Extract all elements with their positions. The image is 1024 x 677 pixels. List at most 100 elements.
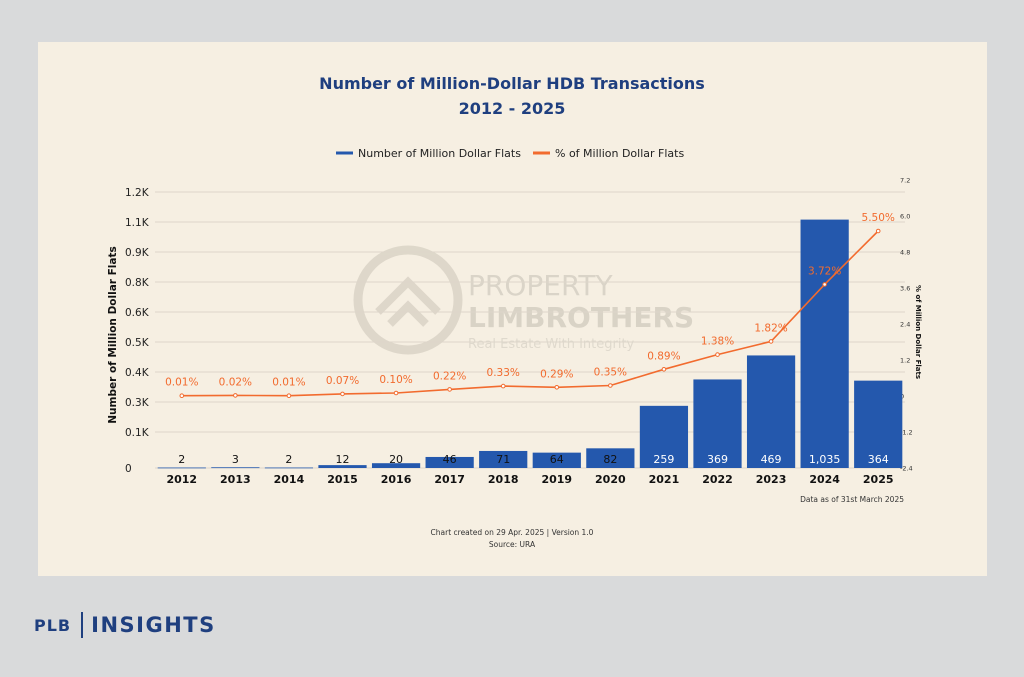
- brand-plb: PLB: [34, 615, 72, 635]
- line-point: [233, 393, 238, 398]
- bar-label: 20: [389, 453, 403, 466]
- y2-tick-label: 7.2: [900, 177, 910, 185]
- bar-label: 12: [336, 453, 350, 466]
- bar-label: 46: [443, 453, 457, 466]
- y-tick-label: 0.9K: [125, 247, 150, 259]
- watermark: PROPERTY LIMBROTHERS Real Estate With In…: [353, 245, 694, 355]
- chart: PROPERTY LIMBROTHERS Real Estate With In…: [107, 74, 922, 549]
- x-tick-label: 2021: [649, 473, 680, 486]
- bar: [211, 467, 260, 469]
- bar: [639, 405, 689, 468]
- bar: [693, 379, 742, 468]
- legend-label-line: % of Million Dollar Flats: [555, 147, 684, 160]
- x-tick-label: 2018: [488, 473, 519, 486]
- x-tick-label: 2023: [756, 473, 787, 486]
- watermark-line2: LIMBROTHERS: [468, 301, 694, 334]
- y2-tick-label: 4.8: [900, 249, 910, 257]
- y-axis-ticks: 0 0.1K 0.3K 0.4K 0.5K 0.6K 0.8K 0.9K 1.1K 1.2K: [125, 187, 150, 475]
- x-tick-label: 2024: [809, 473, 840, 486]
- x-tick-label: 2013: [220, 473, 251, 486]
- brand-logo: PLB INSIGHTS: [34, 612, 216, 638]
- bar-label: 2: [178, 453, 185, 466]
- bar: [157, 467, 206, 469]
- percent-label: 1.38%: [701, 336, 734, 348]
- line-point: [554, 385, 560, 390]
- y-tick-label: 0.6K: [125, 307, 150, 319]
- y-axis-title: Number of Million Dollar Flats: [107, 246, 119, 423]
- line-point: [500, 383, 506, 389]
- watermark-line1: PROPERTY: [468, 269, 613, 302]
- bar: [264, 467, 314, 469]
- percent-label: 0.33%: [487, 367, 520, 379]
- x-tick-label: 2012: [166, 473, 197, 486]
- line-point: [393, 390, 399, 396]
- y-tick-label: 0.4K: [125, 367, 150, 379]
- x-tick-label: 2014: [274, 473, 305, 486]
- source-note: Source: URA: [489, 540, 536, 549]
- bar-label: 82: [603, 453, 617, 466]
- bar: [318, 465, 367, 468]
- line-point: [286, 393, 292, 399]
- percent-label: 0.29%: [540, 368, 573, 380]
- bar-label: 369: [707, 453, 728, 466]
- y-tick-label: 1.1K: [125, 217, 150, 229]
- chart-title: Number of Million-Dollar HDB Transaction…: [319, 74, 705, 93]
- bar-series: [157, 219, 903, 469]
- percent-label: 0.01%: [272, 377, 305, 389]
- y-tick-label: 0.8K: [125, 277, 150, 289]
- y2-tick-label: -2.4: [900, 465, 913, 473]
- line-point: [768, 339, 774, 344]
- bar-label: 64: [550, 453, 564, 466]
- bar-label: 364: [868, 453, 889, 466]
- y2-tick-label: 3.6: [900, 285, 910, 293]
- bar: [532, 452, 581, 468]
- percent-label: 3.72%: [808, 265, 841, 277]
- line-point: [661, 367, 667, 372]
- x-tick-label: 2020: [595, 473, 626, 486]
- bar: [371, 463, 421, 468]
- y-tick-label: 0.5K: [125, 337, 150, 349]
- chart-subtitle: 2012 - 2025: [459, 99, 566, 118]
- bar-label: 469: [761, 453, 782, 466]
- legend-label-bars: Number of Million Dollar Flats: [358, 147, 521, 160]
- y-tick-label: 1.2K: [125, 187, 150, 199]
- percent-label: 0.07%: [326, 375, 359, 387]
- percent-label: 0.22%: [433, 370, 466, 382]
- line-point: [608, 383, 613, 388]
- line-point: [340, 391, 345, 397]
- chart-panel: PROPERTY LIMBROTHERS Real Estate With In…: [38, 42, 987, 576]
- line-point: [715, 352, 720, 357]
- y2-axis-title: % of Million Dollar Flats: [914, 285, 922, 379]
- bar-label: 2: [285, 453, 292, 466]
- x-tick-label: 2015: [327, 473, 358, 486]
- brand-insights: INSIGHTS: [91, 613, 216, 637]
- percent-labels: 0.01% 0.02% 0.01% 0.07% 0.10% 0.22% 0.33% 0.29%…: [165, 212, 895, 389]
- percent-label: 0.35%: [594, 367, 627, 379]
- percent-label: 0.02%: [219, 376, 252, 388]
- x-tick-label: 2016: [381, 473, 412, 486]
- percent-line: [181, 230, 879, 397]
- percent-label: 5.50%: [862, 212, 895, 224]
- x-tick-label: 2019: [541, 473, 572, 486]
- y2-tick-label: 6.0: [900, 213, 910, 221]
- bar-label: 259: [653, 453, 674, 466]
- percent-label: 1.82%: [754, 322, 787, 334]
- x-axis-ticks: 2012 2013 2014 2015 2016 2017 2018 2019 2020 2021…: [166, 473, 893, 486]
- line-point: [179, 393, 185, 399]
- line-point: [875, 228, 881, 234]
- line-point: [447, 387, 452, 392]
- bar: [746, 355, 796, 468]
- y-tick-label: 0: [125, 463, 132, 475]
- y2-tick-label: 1.2: [900, 357, 910, 365]
- bar-labels: 2 3 2 12 20 46 71 64 82 259 369 469 1,035 364: [178, 453, 888, 466]
- percent-label: 0.10%: [379, 374, 412, 386]
- x-tick-label: 2022: [702, 473, 733, 486]
- bar: [586, 448, 635, 468]
- percent-label: 0.89%: [647, 350, 680, 362]
- line-series: [179, 228, 881, 399]
- x-tick-label: 2017: [434, 473, 465, 486]
- y2-tick-label: -1.2: [900, 429, 913, 437]
- y2-tick-label: 2.4: [900, 321, 910, 329]
- x-tick-label: 2025: [863, 473, 894, 486]
- created-note: Chart created on 29 Apr. 2025 | Version …: [431, 528, 594, 537]
